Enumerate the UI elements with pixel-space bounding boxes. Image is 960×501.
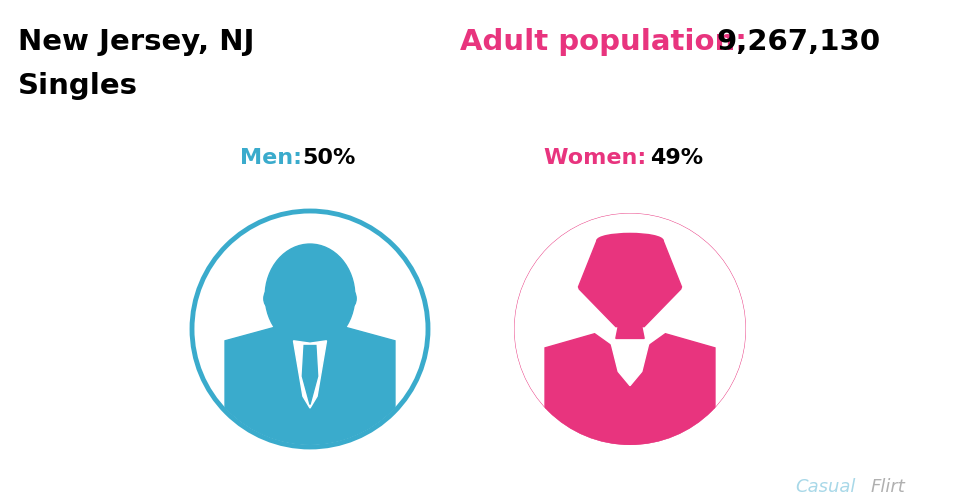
Polygon shape (302, 346, 318, 405)
Text: 9,267,130: 9,267,130 (716, 28, 880, 56)
Text: Flirt: Flirt (871, 477, 905, 495)
Ellipse shape (597, 234, 663, 248)
Circle shape (512, 211, 748, 447)
Ellipse shape (264, 291, 274, 307)
Polygon shape (225, 327, 395, 449)
Text: Adult population:: Adult population: (460, 28, 757, 56)
Circle shape (192, 211, 428, 447)
Text: Casual: Casual (795, 477, 855, 495)
Text: Women:: Women: (544, 148, 654, 168)
Polygon shape (616, 327, 644, 339)
Polygon shape (293, 335, 327, 339)
Text: Singles: Singles (18, 72, 138, 100)
Text: 49%: 49% (650, 148, 703, 168)
Polygon shape (579, 241, 682, 327)
Polygon shape (545, 334, 715, 449)
Polygon shape (294, 341, 326, 408)
Text: New Jersey, NJ: New Jersey, NJ (18, 28, 254, 56)
Text: 50%: 50% (302, 148, 355, 168)
Ellipse shape (265, 244, 355, 348)
Ellipse shape (347, 291, 356, 307)
Polygon shape (612, 344, 649, 386)
Text: Men:: Men: (240, 148, 310, 168)
